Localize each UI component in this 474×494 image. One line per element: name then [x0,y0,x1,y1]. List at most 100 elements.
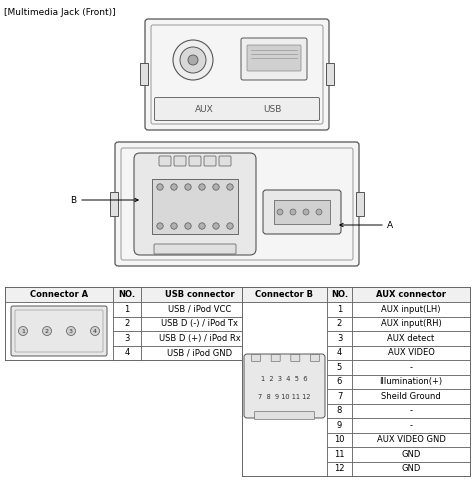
Bar [327,389,352,404]
Circle shape [173,40,213,80]
Circle shape [185,184,191,190]
FancyBboxPatch shape [159,156,171,166]
Text: AUX: AUX [195,105,214,114]
Text: B: B [70,196,76,205]
Bar [327,360,352,374]
Text: 6: 6 [337,377,342,386]
Text: USB D (+) / iPod Rx: USB D (+) / iPod Rx [159,334,241,343]
FancyBboxPatch shape [11,306,107,356]
FancyBboxPatch shape [271,355,280,362]
Text: GND: GND [401,464,421,473]
Bar [141,317,259,331]
Circle shape [277,209,283,215]
Text: USB D (-) / iPod Tx: USB D (-) / iPod Tx [162,319,238,328]
Text: NO.: NO. [331,290,348,299]
Circle shape [171,184,177,190]
FancyBboxPatch shape [252,355,261,362]
Text: USB connector: USB connector [165,290,235,299]
FancyBboxPatch shape [204,156,216,166]
Bar [352,404,470,418]
Bar [327,461,352,476]
Bar [352,433,470,447]
FancyBboxPatch shape [255,412,315,419]
Bar [242,287,470,476]
FancyBboxPatch shape [174,156,186,166]
Text: AUX VIDEO GND: AUX VIDEO GND [376,435,446,444]
Bar [352,418,470,433]
Bar [327,404,352,418]
Text: AUX detect: AUX detect [387,334,435,343]
FancyBboxPatch shape [219,156,231,166]
Text: 4: 4 [337,348,342,357]
Text: 10: 10 [334,435,345,444]
Text: Connector B: Connector B [255,290,313,299]
FancyBboxPatch shape [155,97,319,121]
Circle shape [43,327,52,335]
Bar [140,64,148,85]
Text: 2: 2 [337,319,342,328]
Bar [5,302,113,360]
Circle shape [199,223,205,229]
Text: 7  8  9 10 11 12: 7 8 9 10 11 12 [258,394,311,400]
FancyBboxPatch shape [263,190,341,234]
Text: 3: 3 [337,334,342,343]
FancyBboxPatch shape [291,355,300,362]
Circle shape [18,327,27,335]
Bar [113,345,141,360]
Bar [352,287,470,302]
Text: -: - [410,363,412,372]
Bar [141,331,259,345]
Text: 11: 11 [334,450,345,459]
Circle shape [91,327,100,335]
Bar [327,345,352,360]
Bar [113,317,141,331]
Text: 1: 1 [337,305,342,314]
Bar [113,331,141,345]
FancyBboxPatch shape [145,19,329,130]
Bar [110,192,118,216]
Text: AUX connector: AUX connector [376,290,446,299]
Text: 3: 3 [69,329,73,333]
FancyBboxPatch shape [154,244,236,254]
Text: 2: 2 [45,329,49,333]
Bar [141,345,259,360]
Bar [352,447,470,461]
FancyBboxPatch shape [134,153,256,255]
FancyBboxPatch shape [310,355,319,362]
Bar [326,64,334,85]
Circle shape [227,223,233,229]
Text: 9: 9 [337,421,342,430]
Text: GND: GND [401,450,421,459]
Bar [242,287,327,302]
Text: Connector A: Connector A [30,290,88,299]
Bar [352,374,470,389]
Text: USB: USB [264,105,282,114]
Circle shape [213,223,219,229]
Circle shape [157,223,163,229]
Circle shape [157,184,163,190]
Bar [352,317,470,331]
Circle shape [290,209,296,215]
Text: USB / iPod GND: USB / iPod GND [167,348,233,357]
Text: 1: 1 [21,329,25,333]
Bar [274,200,330,224]
Bar [152,179,238,234]
Circle shape [188,55,198,65]
Bar [352,389,470,404]
Bar [352,461,470,476]
Bar [141,287,259,302]
Bar [327,302,352,317]
Circle shape [180,47,206,73]
Text: 2: 2 [124,319,129,328]
FancyBboxPatch shape [241,38,307,80]
Text: AUX input(RH): AUX input(RH) [381,319,441,328]
Circle shape [213,184,219,190]
Bar [113,302,141,317]
Text: USB / iPod VCC: USB / iPod VCC [168,305,232,314]
Circle shape [227,184,233,190]
Bar [352,302,470,317]
Text: AUX VIDEO: AUX VIDEO [388,348,435,357]
Bar [327,317,352,331]
Bar [327,331,352,345]
Text: 5: 5 [337,363,342,372]
